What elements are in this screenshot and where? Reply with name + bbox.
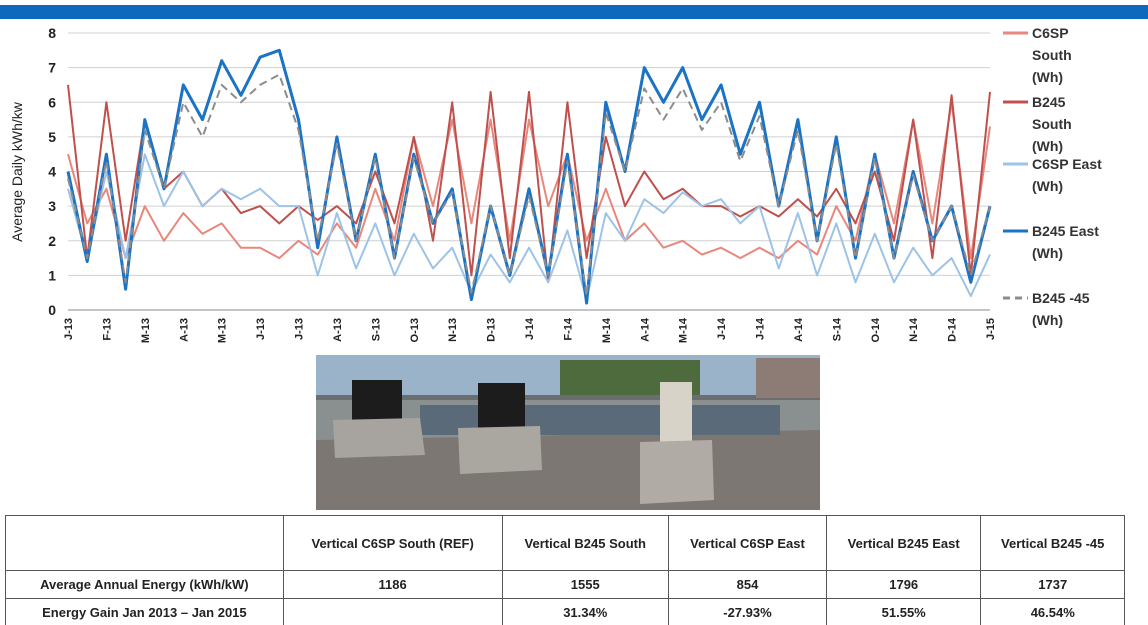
- y-tick-label: 7: [48, 60, 56, 76]
- corner-cell: [5, 515, 284, 571]
- x-tick-label: D-13: [486, 318, 498, 342]
- x-tick-label: O-14: [870, 317, 882, 342]
- legend-label: C6SP East (Wh): [1032, 156, 1102, 194]
- row-label: Energy Gain Jan 2013 – Jan 2015: [5, 598, 284, 625]
- table-cell: 1737: [980, 570, 1125, 599]
- x-tick-label: M-13: [140, 318, 152, 343]
- series-line: [67, 153, 991, 301]
- table-cell: 1796: [825, 570, 982, 599]
- x-tick-label: F-14: [562, 317, 574, 341]
- table-cell: 1555: [501, 570, 669, 599]
- x-tick-label: M-13: [217, 318, 229, 343]
- table-cell: 1186: [282, 570, 503, 599]
- x-tick-label: S-14: [831, 317, 843, 341]
- y-tick-label: 2: [48, 233, 56, 249]
- x-tick-label: S-13: [370, 318, 382, 341]
- column-header: Vertical C6SP South (REF): [282, 515, 503, 571]
- legend-label: B245 East (Wh): [1032, 223, 1099, 261]
- x-tick-label: F-13: [101, 318, 113, 341]
- series-line: [67, 84, 991, 284]
- x-tick-label: N-14: [908, 317, 920, 342]
- y-tick-label: 6: [48, 94, 56, 110]
- x-tick-label: M-14: [601, 317, 613, 343]
- column-header: Vertical C6SP East: [668, 515, 827, 571]
- table-cell: [282, 598, 503, 625]
- x-tick-label: J-14: [755, 317, 767, 340]
- results-table: Vertical C6SP South (REF) Vertical B245 S…: [5, 515, 1125, 625]
- y-tick-label: 3: [48, 198, 56, 214]
- column-header: Vertical B245 -45: [980, 515, 1125, 571]
- legend-label: C6SP South (Wh): [1032, 25, 1072, 85]
- series-line: [67, 73, 991, 298]
- table-cell: 51.55%: [825, 598, 982, 625]
- x-tick-label: J-13: [294, 318, 306, 340]
- y-tick-label: 5: [48, 129, 56, 145]
- x-tick-label: A-14: [793, 317, 805, 342]
- row-label: Average Annual Energy (kWh/kW): [5, 570, 284, 599]
- column-header: Vertical B245 South: [501, 515, 669, 571]
- x-tick-label: D-14: [947, 317, 959, 342]
- legend-label: B245 -45 (Wh): [1032, 290, 1090, 328]
- column-header: Vertical B245 East: [825, 515, 982, 571]
- series-line: [66, 48, 992, 305]
- table-cell: 854: [668, 570, 827, 599]
- table-row: Average Annual Energy (kWh/kW) 1186 1555 85…: [5, 570, 1125, 599]
- x-tick-label: O-13: [409, 318, 421, 342]
- table-cell: 31.34%: [501, 598, 669, 625]
- y-tick-label: 1: [48, 267, 56, 283]
- table-cell: 46.54%: [980, 598, 1125, 625]
- series-line: [67, 101, 991, 260]
- photo: [316, 355, 820, 510]
- x-tick-label: J-15: [985, 318, 997, 340]
- y-tick-label: 0: [48, 302, 56, 318]
- x-tick-label: A-14: [639, 317, 651, 342]
- x-tick-label: J-13: [255, 318, 267, 340]
- x-tick-label: J-14: [524, 317, 536, 340]
- table-row: Energy Gain Jan 2013 – Jan 2015 31.34% -27…: [5, 598, 1125, 625]
- x-tick-label: A-13: [178, 318, 190, 342]
- header-bar: [0, 5, 1148, 19]
- table-header: Vertical C6SP South (REF) Vertical B245 S…: [5, 515, 1125, 571]
- x-tick-label: A-13: [332, 318, 344, 342]
- x-tick-label: M-14: [678, 317, 690, 343]
- legend-label: B245 South (Wh): [1032, 94, 1072, 154]
- x-tick-label: J-13: [63, 318, 75, 340]
- table-cell: -27.93%: [668, 598, 827, 625]
- x-tick-label: N-13: [447, 318, 459, 342]
- y-tick-label: 8: [48, 25, 56, 41]
- x-tick-label: J-14: [716, 317, 728, 340]
- y-axis-label: Average Daily kWh/kw: [9, 101, 25, 242]
- y-tick-label: 4: [48, 164, 56, 180]
